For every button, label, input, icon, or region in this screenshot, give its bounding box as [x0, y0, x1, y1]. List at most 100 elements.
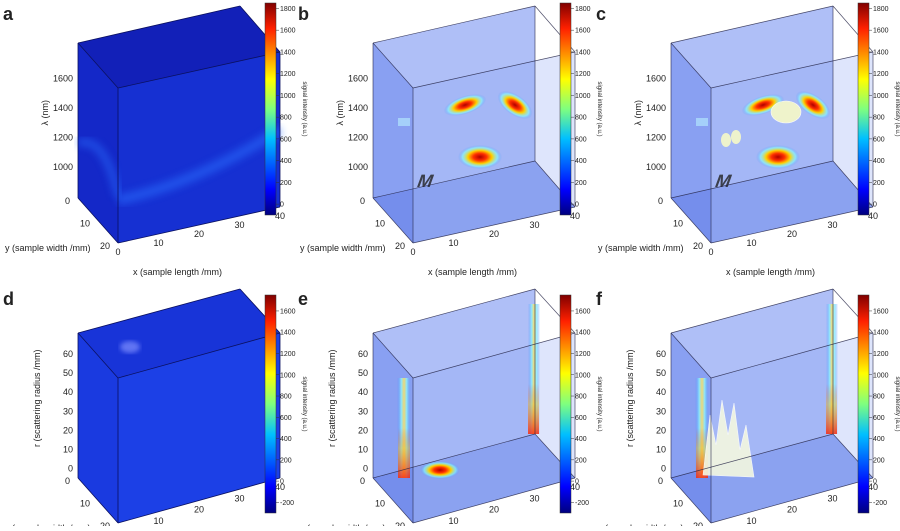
- floor-slice: [373, 161, 575, 243]
- panel-f-colorbar: -200 0 200 400 600 800 1000 1200 1400 1600 signal …: [857, 294, 900, 514]
- hotspot-floor: [420, 461, 460, 479]
- z-tick-label: 0: [661, 463, 666, 473]
- x-tick-label: 40: [868, 211, 878, 221]
- z-tick-label: 60: [63, 349, 73, 359]
- colorbar-tick-label: 600: [575, 415, 587, 422]
- colorbar-tick-label: 400: [873, 158, 885, 165]
- z-axis-label: r (scattering radius /mm): [625, 349, 635, 447]
- x-tick-label: 30: [827, 493, 837, 503]
- volume-front-face: [118, 52, 280, 243]
- hotspot-back-2: [795, 90, 831, 120]
- colorbar-tick-label: -200: [280, 500, 294, 507]
- colorbar-tick-label: 400: [575, 158, 587, 165]
- colorbar-tick-label: 0: [873, 202, 877, 209]
- colorbar-gradient: [559, 294, 572, 514]
- y-tick-label: 10: [80, 499, 90, 509]
- front-glass: [413, 52, 575, 243]
- y-tick-label: 20: [693, 241, 703, 251]
- box-edge: [117, 332, 281, 379]
- colorbar-gradient: [264, 2, 277, 216]
- box-edge: [710, 332, 874, 379]
- colorbar-tick-label: -200: [575, 500, 589, 507]
- column-right-core: [528, 384, 539, 434]
- y-tick-label: 0: [65, 196, 70, 206]
- colorbar-tick-label: 1200: [575, 71, 591, 78]
- x-tick-label: 40: [868, 482, 878, 492]
- colorbar-tick-label: 0: [575, 202, 579, 209]
- x-axis-label: x (sample length /mm): [726, 267, 815, 277]
- isosurface-small-1: [721, 133, 731, 147]
- colorbar-label: signal intensity (a.u.): [894, 376, 900, 431]
- y-tick-label: 0: [658, 196, 663, 206]
- colorbar-tick-label: 800: [575, 394, 587, 401]
- z-tick-label: 30: [358, 406, 368, 416]
- floor-letter-mark: M: [415, 171, 437, 191]
- x-tick-label: 10: [746, 238, 756, 248]
- colorbar-tick-label: 1600: [873, 308, 889, 315]
- panel-d-colorbar: -200 0 200 400 600 800 1000 1200 1400 1600 signal …: [264, 294, 307, 514]
- hotspot-back-2: [497, 90, 533, 120]
- z-tick-label: 1600: [646, 74, 666, 84]
- colorbar-tick-label: 1000: [873, 372, 889, 379]
- colorbar-gradient: [559, 2, 572, 216]
- box-edge: [372, 288, 536, 334]
- colorbar-tick-label: 200: [575, 457, 587, 464]
- box-edge: [77, 332, 119, 379]
- colorbar-tick-label: 0: [280, 479, 284, 486]
- z-tick-label: 1200: [53, 133, 73, 143]
- box-edge: [372, 433, 536, 479]
- colorbar-tick-label: -200: [873, 500, 887, 507]
- z-tick-label: 1600: [348, 74, 368, 84]
- z-axis-label: λ (nm): [40, 100, 50, 126]
- z-tick-label: 1200: [646, 133, 666, 143]
- panel-a-letter: a: [3, 4, 14, 24]
- surface-letter-mark: [120, 341, 140, 353]
- colorbar-gradient: [857, 2, 870, 216]
- x-tick-label: 40: [570, 211, 580, 221]
- volume-top-face: [78, 289, 280, 378]
- box-edge: [372, 197, 414, 244]
- colorbar-tick-label: 1600: [575, 308, 591, 315]
- y-axis-label: y (sample width /mm): [300, 243, 386, 253]
- y-tick-label: 20: [395, 521, 405, 526]
- x-tick-label: 30: [234, 493, 244, 503]
- box-edge: [670, 42, 712, 89]
- colorbar-tick-label: 1600: [575, 28, 591, 35]
- x-tick-label: 30: [827, 220, 837, 230]
- colorbar-tick-label: 1200: [575, 351, 591, 358]
- colorbar-tick-label: 800: [280, 394, 292, 401]
- z-tick-label: 1400: [348, 103, 368, 113]
- y-tick-label: 10: [673, 499, 683, 509]
- isosurface-small-2: [731, 130, 741, 144]
- floor-slice: [671, 161, 873, 243]
- x-tick-label: 10: [153, 238, 163, 248]
- box-edge: [77, 42, 119, 89]
- box-edge: [412, 51, 576, 89]
- colorbar-tick-label: 200: [575, 180, 587, 187]
- box-edge: [77, 477, 119, 524]
- z-tick-label: 0: [363, 463, 368, 473]
- z-tick-label: 20: [656, 425, 666, 435]
- box-edge: [670, 477, 712, 524]
- colorbar-tick-label: 1400: [575, 330, 591, 337]
- colorbar-tick-label: 1400: [280, 49, 296, 56]
- z-tick-label: 0: [68, 463, 73, 473]
- colorbar-tick-label: 1000: [575, 93, 591, 100]
- y-tick-label: 10: [375, 499, 385, 509]
- z-axis-label: λ (nm): [335, 100, 345, 126]
- volume-top-face: [78, 6, 280, 88]
- box-edge: [670, 433, 834, 479]
- x-tick-label: 0: [708, 247, 713, 257]
- z-tick-label: 1600: [53, 74, 73, 84]
- x-tick-label: 30: [529, 220, 539, 230]
- column-left-core: [398, 428, 410, 478]
- colorbar-tick-label: 600: [873, 415, 885, 422]
- colorbar-tick-label: 1800: [873, 6, 889, 13]
- x-tick-label: 10: [153, 516, 163, 526]
- x-tick-label: 20: [194, 229, 204, 239]
- volume-front-face: [118, 333, 280, 523]
- colorbar-tick-label: 1200: [873, 71, 889, 78]
- z-tick-label: 1000: [53, 162, 73, 172]
